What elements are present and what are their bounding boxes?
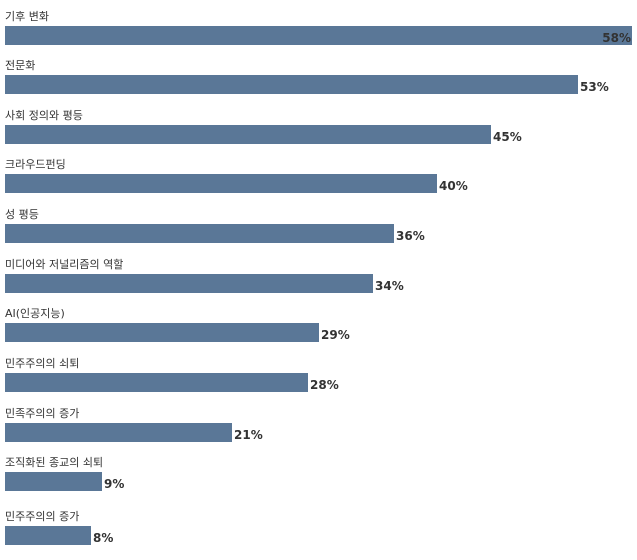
bar (5, 224, 394, 243)
category-label: 조직화된 종교의 쇠퇴 (5, 456, 104, 469)
bar (5, 526, 91, 545)
bar (5, 174, 437, 193)
bar (5, 373, 308, 392)
category-label: 전문화 (5, 59, 36, 72)
bar (5, 472, 102, 491)
value-label: 45% (493, 130, 522, 144)
category-label: 민족주의의 증가 (5, 407, 80, 420)
category-label: 미디어와 저널리즘의 역할 (5, 258, 124, 271)
category-label: AI(인공지능) (5, 307, 65, 320)
value-label: 36% (396, 229, 425, 243)
value-label: 8% (93, 531, 114, 545)
category-label: 크라우드펀딩 (5, 158, 66, 171)
value-label: 28% (310, 378, 339, 392)
bar (5, 323, 319, 342)
value-label: 29% (321, 328, 350, 342)
category-label: 사회 정의와 평등 (5, 109, 83, 122)
category-label: 민주주의의 증가 (5, 510, 80, 523)
value-label: 58% (602, 31, 631, 45)
bar (5, 125, 491, 144)
bar (5, 75, 578, 94)
value-label: 53% (580, 80, 609, 94)
value-label: 34% (375, 279, 404, 293)
category-label: 기후 변화 (5, 10, 49, 23)
category-label: 민주주의의 쇠퇴 (5, 357, 80, 370)
bar (5, 423, 232, 442)
bar (5, 274, 373, 293)
bar (5, 26, 632, 45)
value-label: 21% (234, 428, 263, 442)
value-label: 40% (439, 179, 468, 193)
value-label: 9% (104, 477, 125, 491)
category-label: 성 평등 (5, 208, 39, 221)
